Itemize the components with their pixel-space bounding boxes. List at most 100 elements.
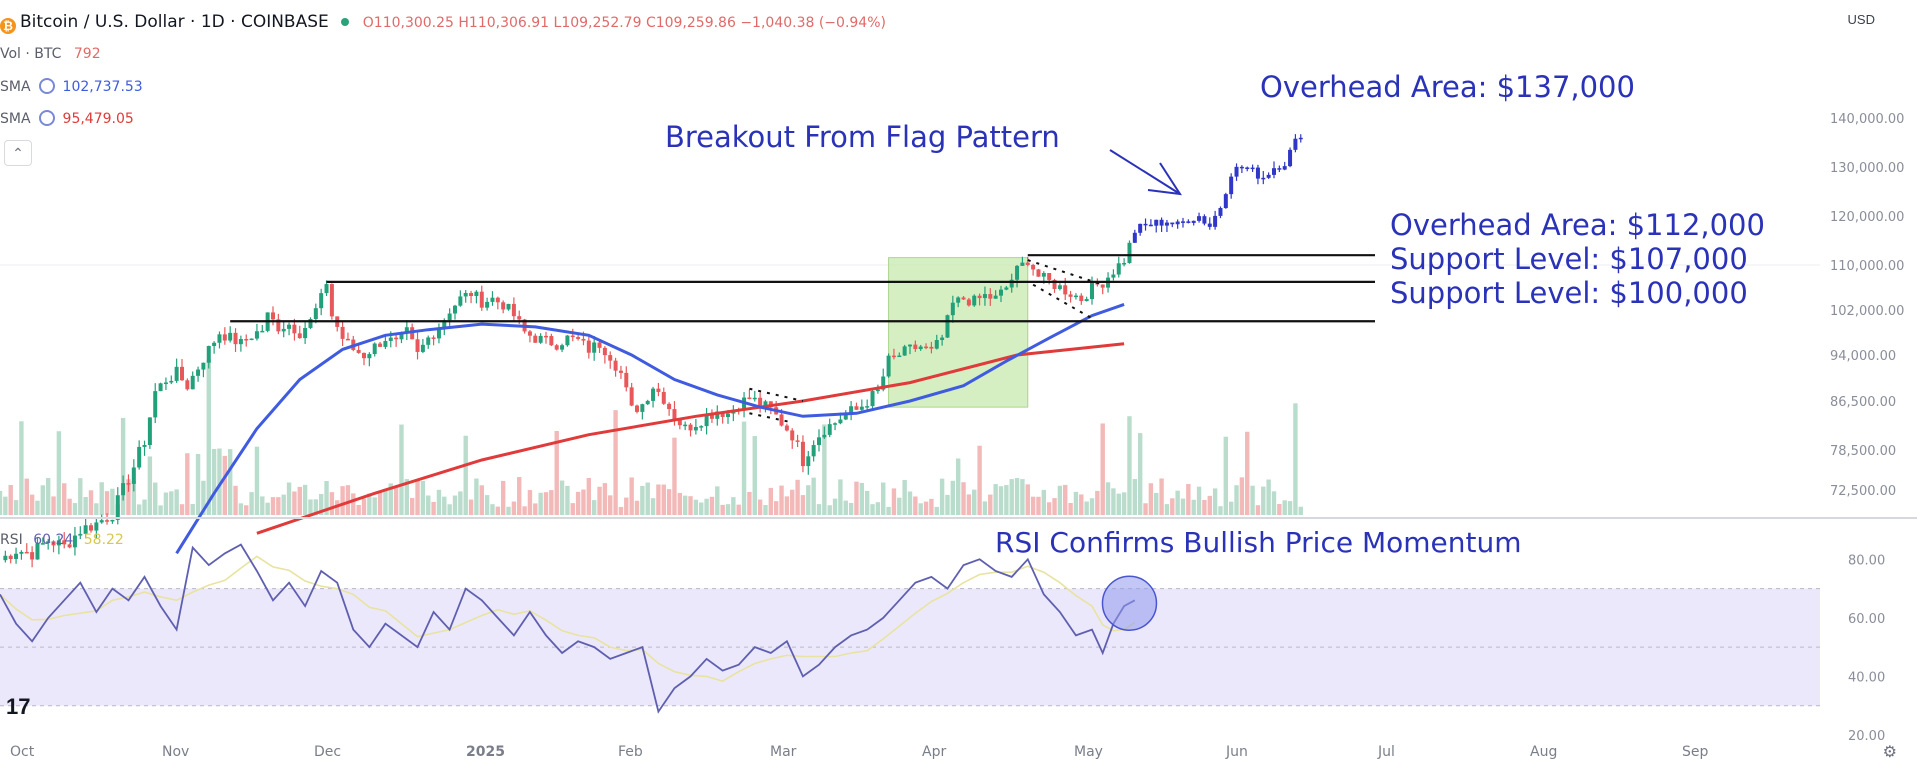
volume-bar — [1245, 431, 1250, 515]
rsi-tick-label: 80.00 — [1848, 553, 1885, 568]
volume-bar — [1089, 498, 1095, 515]
volume-bar — [1095, 490, 1100, 515]
volume-bar — [543, 492, 549, 515]
volume-bar — [329, 492, 335, 515]
rsi-tick-label: 20.00 — [1848, 729, 1885, 744]
volume-bar — [608, 495, 613, 515]
currency-label[interactable]: USD — [1847, 12, 1875, 27]
sma1-eye-icon[interactable] — [38, 78, 55, 94]
candle-body — [126, 483, 131, 485]
candle-body — [3, 555, 8, 561]
candle-body — [1015, 265, 1020, 280]
time-tick-label: Nov — [162, 744, 189, 760]
candle-body — [1009, 279, 1014, 288]
volume-bar — [736, 504, 741, 515]
volume-bar — [1025, 484, 1030, 515]
candle-body — [24, 551, 29, 554]
sma-200-line — [256, 342, 1125, 535]
candle-body — [394, 337, 399, 340]
volume-bar — [1137, 433, 1143, 515]
time-tick-label: Dec — [314, 744, 341, 760]
candle-body — [228, 332, 233, 341]
volume-bar — [126, 479, 131, 515]
candle-body — [244, 338, 249, 341]
candle-body — [972, 295, 977, 306]
volume-bars — [0, 359, 1303, 515]
time-tick-label: Jul — [1377, 744, 1395, 760]
sma2-eye-icon[interactable] — [38, 110, 55, 126]
volume-bar — [1180, 498, 1186, 515]
candle-body — [870, 391, 875, 407]
volume-bar — [677, 492, 683, 515]
volume-bar — [420, 480, 426, 515]
candle-body — [982, 294, 987, 299]
volume-bar — [51, 496, 56, 515]
volume-bar — [618, 506, 624, 515]
volume-bar — [222, 455, 228, 515]
volume-bar — [490, 504, 495, 515]
volume-bar — [913, 496, 918, 515]
volume-bar — [806, 485, 811, 515]
volume-bar — [185, 453, 190, 515]
price-tick-label: 102,000.00 — [1830, 304, 1904, 319]
volume-bar — [838, 479, 843, 515]
volume-bar — [864, 490, 870, 515]
collapse-legend-button[interactable]: ⌃ — [4, 140, 32, 166]
volume-bar — [179, 504, 185, 515]
candle-body — [479, 291, 484, 308]
volume-bar — [993, 484, 998, 515]
symbol-title[interactable]: Bitcoin / U.S. Dollar · 1D · COINBASE — [20, 12, 329, 32]
candle-body — [1111, 274, 1116, 278]
volume-bar — [1068, 502, 1073, 515]
candle-body — [1277, 168, 1282, 170]
candle-body — [560, 345, 565, 350]
candle-body — [586, 340, 591, 353]
sma2-legend[interactable]: SMA 95,479.05 — [0, 110, 134, 127]
rsi-legend[interactable]: RSI 60.24 58.22 — [0, 532, 124, 548]
price-tick-label: 110,000.00 — [1830, 259, 1904, 274]
volume-legend[interactable]: Vol · BTC 792 — [0, 46, 101, 62]
candle-body — [881, 376, 886, 390]
volume-bar — [1261, 486, 1266, 515]
volume-bar — [682, 495, 688, 515]
candle-body — [849, 406, 854, 413]
volume-bar — [302, 484, 308, 515]
tradingview-logo[interactable]: 17 — [6, 694, 31, 719]
volume-bar — [308, 499, 313, 515]
candle-body — [624, 372, 629, 388]
candle-body — [388, 337, 393, 341]
candle-body — [362, 352, 366, 359]
candle-body — [865, 406, 870, 408]
volume-bar — [1030, 496, 1036, 515]
candle-body — [415, 339, 420, 352]
candle-body — [677, 419, 682, 426]
bitcoin-icon[interactable]: ₿ — [0, 18, 16, 34]
candle-body — [988, 294, 993, 299]
candle-body — [1213, 215, 1218, 227]
candle-body — [940, 337, 945, 341]
volume-bar — [731, 497, 736, 515]
candle-body — [40, 543, 45, 545]
candle-body — [1148, 224, 1153, 227]
candle-body — [549, 336, 554, 346]
settings-gear-icon[interactable]: ⚙ — [1882, 744, 1897, 761]
annotation-breakout: Breakout From Flag Pattern — [665, 120, 1060, 154]
sma1-legend[interactable]: SMA 102,737.53 — [0, 78, 143, 95]
volume-bar — [426, 495, 431, 515]
candle-body — [19, 551, 24, 554]
market-status-dot[interactable] — [340, 18, 349, 26]
volume-bar — [500, 480, 506, 515]
volume-bar — [918, 503, 923, 515]
annotation-support-107k: Support Level: $107,000 — [1390, 242, 1748, 276]
candle-body — [8, 555, 13, 559]
volume-bar — [1105, 482, 1111, 515]
candle-body — [902, 346, 907, 356]
time-tick-label: Jun — [1225, 744, 1248, 760]
candle-body — [1266, 174, 1271, 178]
candle-body — [153, 391, 158, 418]
candle-body — [78, 533, 83, 536]
volume-bar — [629, 477, 634, 515]
candle-body — [83, 525, 88, 534]
candle-body — [966, 299, 971, 306]
candle-body — [1143, 223, 1148, 226]
